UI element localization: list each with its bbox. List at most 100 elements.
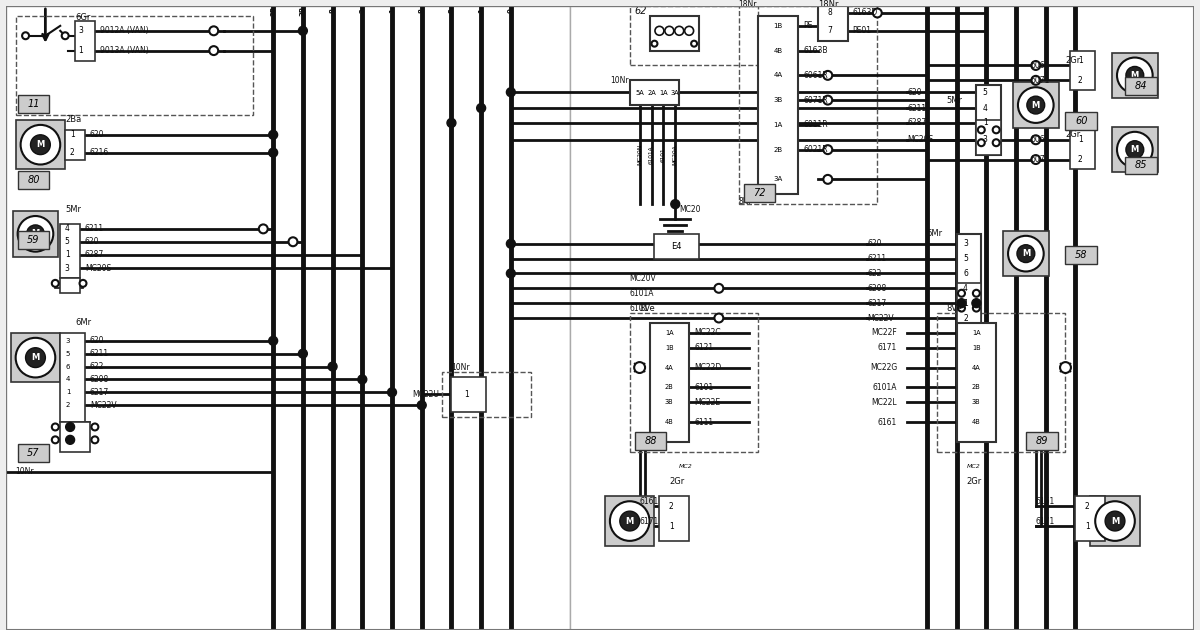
Circle shape — [823, 175, 833, 184]
Bar — [977, 85, 1001, 154]
Bar — [1075, 496, 1105, 541]
Text: M: M — [1021, 249, 1030, 258]
Text: 3A: 3A — [671, 90, 679, 96]
Bar — [605, 496, 654, 546]
Text: 6071: 6071 — [1031, 155, 1050, 164]
Text: MC20A: MC20A — [673, 144, 678, 165]
Circle shape — [25, 348, 46, 367]
Text: MC20V: MC20V — [630, 274, 656, 283]
Text: 8: 8 — [419, 9, 425, 13]
Text: 5Mr: 5Mr — [65, 205, 82, 214]
Bar — [818, 6, 847, 41]
Circle shape — [671, 200, 679, 209]
Text: 6287: 6287 — [907, 118, 926, 127]
Bar — [65, 130, 85, 159]
Circle shape — [299, 26, 307, 35]
Text: 6161: 6161 — [640, 496, 659, 506]
Text: 2Gr: 2Gr — [966, 477, 982, 486]
Text: 1: 1 — [464, 390, 469, 399]
Circle shape — [358, 375, 367, 384]
Text: 3B: 3B — [300, 6, 306, 16]
Text: 62: 62 — [635, 6, 647, 16]
Text: 6071: 6071 — [1031, 76, 1050, 85]
Text: MC2: MC2 — [966, 464, 980, 469]
Text: 1A: 1A — [665, 330, 673, 336]
Text: 72: 72 — [754, 188, 766, 198]
Circle shape — [958, 305, 965, 312]
Text: MC22L: MC22L — [871, 398, 898, 407]
Bar — [16, 120, 65, 169]
Text: 1A: 1A — [659, 90, 667, 96]
Circle shape — [16, 338, 55, 377]
Circle shape — [958, 290, 965, 297]
Bar — [956, 284, 982, 333]
Text: MC20N: MC20N — [637, 144, 642, 165]
Text: 4B: 4B — [774, 48, 782, 54]
Circle shape — [610, 501, 649, 541]
Text: 1: 1 — [79, 46, 83, 55]
Circle shape — [269, 336, 277, 345]
Bar — [654, 234, 700, 258]
Text: 4A: 4A — [972, 365, 980, 370]
Text: 2: 2 — [359, 9, 365, 13]
Text: 6163D: 6163D — [852, 8, 878, 18]
Text: 6: 6 — [964, 269, 968, 278]
Text: 6061R: 6061R — [803, 71, 828, 80]
Circle shape — [992, 127, 1000, 134]
Text: 1: 1 — [1078, 135, 1082, 144]
Text: 8Ve: 8Ve — [947, 304, 962, 312]
Circle shape — [972, 299, 980, 307]
Circle shape — [388, 388, 396, 397]
Bar — [16, 16, 253, 115]
Text: 57: 57 — [28, 448, 40, 458]
Text: 2B: 2B — [774, 147, 782, 152]
Text: 2A: 2A — [647, 90, 656, 96]
Circle shape — [446, 118, 456, 127]
Bar — [60, 278, 80, 293]
Text: 1: 1 — [66, 389, 71, 395]
Text: 1A: 1A — [972, 330, 980, 336]
Text: 3B: 3B — [270, 6, 276, 16]
Circle shape — [269, 130, 277, 139]
Text: 2Gr: 2Gr — [1066, 56, 1081, 65]
Text: 10Nr: 10Nr — [16, 467, 35, 476]
Circle shape — [52, 423, 59, 430]
Text: 5A: 5A — [635, 90, 644, 96]
Bar — [13, 211, 59, 256]
Text: 620: 620 — [90, 336, 104, 345]
Text: 2: 2 — [1085, 501, 1090, 511]
Text: 1: 1 — [70, 130, 74, 139]
Text: 1B: 1B — [972, 345, 980, 351]
Text: 85: 85 — [1134, 161, 1147, 171]
Text: 8Nr: 8Nr — [739, 197, 752, 205]
Text: 88: 88 — [644, 436, 656, 446]
Bar — [60, 333, 85, 422]
Text: 84: 84 — [1134, 81, 1147, 91]
Text: 8: 8 — [449, 9, 455, 13]
Text: 2B: 2B — [665, 384, 673, 391]
Text: 6071R: 6071R — [803, 96, 828, 105]
Text: M: M — [1130, 71, 1139, 80]
Text: 2B: 2B — [972, 384, 980, 391]
Circle shape — [26, 225, 44, 243]
Circle shape — [506, 239, 515, 248]
Circle shape — [20, 125, 60, 164]
Text: 6101A: 6101A — [630, 289, 654, 298]
Text: 2Gr: 2Gr — [670, 477, 684, 486]
Text: 6Mr: 6Mr — [76, 319, 91, 328]
Circle shape — [52, 437, 59, 444]
Circle shape — [476, 103, 486, 113]
Bar — [1070, 50, 1096, 90]
Text: 6101: 6101 — [661, 147, 666, 162]
Text: MC22D: MC22D — [694, 363, 721, 372]
Circle shape — [328, 362, 337, 371]
Text: 6171: 6171 — [878, 343, 898, 352]
Circle shape — [992, 139, 1000, 146]
Text: 3A: 3A — [774, 176, 782, 182]
Text: 1: 1 — [389, 9, 395, 13]
Circle shape — [634, 362, 646, 373]
Text: 18Nr: 18Nr — [818, 0, 839, 9]
Circle shape — [1016, 244, 1034, 263]
Circle shape — [823, 71, 833, 80]
Text: 10Nr: 10Nr — [451, 363, 470, 372]
